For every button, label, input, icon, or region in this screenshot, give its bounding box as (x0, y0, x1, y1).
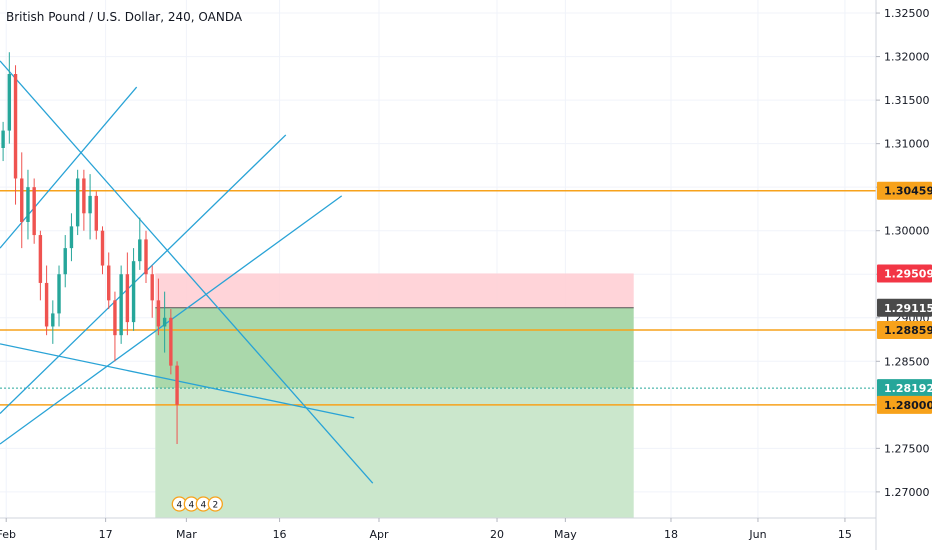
price-label: 1.30459 (877, 181, 932, 200)
x-tick-label: 15 (838, 528, 852, 541)
svg-text:1.30459: 1.30459 (884, 185, 932, 198)
price-label: 1.28859 (877, 321, 932, 340)
stop-zone[interactable] (155, 273, 634, 308)
candle (138, 217, 142, 270)
x-tick-label: 18 (664, 528, 678, 541)
candle (57, 265, 61, 327)
y-tick-label: 1.32000 (884, 51, 930, 64)
trend-line[interactable] (0, 60, 374, 484)
trend-line[interactable] (0, 134, 287, 414)
price-label: 1.29115 (877, 298, 932, 317)
candle (7, 52, 12, 144)
candle (32, 178, 36, 244)
candle (26, 169, 30, 240)
event-marker-label: 2 (212, 501, 218, 511)
x-tick-label: Feb (0, 528, 16, 541)
x-tick-label: Jun (748, 528, 766, 541)
target-zone[interactable] (155, 307, 634, 389)
price-label: 1.28000 (877, 395, 932, 414)
svg-text:1.28859: 1.28859 (884, 324, 932, 337)
horizontal-levels (0, 189, 876, 406)
y-tick-label: 1.27500 (884, 442, 930, 455)
candle (75, 169, 80, 236)
candle (125, 252, 130, 336)
candle (88, 174, 92, 240)
y-tick-label: 1.31000 (884, 138, 930, 151)
x-tick-label: 17 (99, 528, 113, 541)
svg-text:1.29509: 1.29509 (884, 267, 932, 280)
event-marker-label: 4 (188, 501, 194, 511)
y-tick-label: 1.27000 (884, 486, 930, 499)
candle (94, 191, 99, 240)
svg-text:1.29115: 1.29115 (884, 302, 932, 315)
candle (69, 213, 74, 262)
candle (51, 300, 55, 344)
event-marker-label: 4 (200, 501, 206, 511)
x-tick-label: 20 (490, 528, 504, 541)
candle (169, 309, 173, 375)
x-tick-label: 16 (273, 528, 287, 541)
price-label: 1.29509 (877, 264, 932, 283)
candle (63, 235, 67, 288)
candle (100, 226, 105, 275)
x-tick-label: May (554, 528, 577, 541)
price-labels: 1.30459 1.29509 1.29115 1.28859 1.28192 1.280… (877, 181, 932, 414)
event-marker[interactable]: 2 (207, 496, 223, 512)
svg-text:1.28192: 1.28192 (884, 382, 932, 395)
candle (119, 265, 123, 344)
chart-title: British Pound / U.S. Dollar, 240, OANDA (6, 10, 243, 24)
candle (107, 252, 111, 310)
candle (162, 291, 167, 353)
candle (82, 169, 86, 231)
price-label: 1.28192 (877, 379, 932, 398)
candle (38, 230, 43, 301)
event-marker-label: 4 (176, 501, 182, 511)
y-tick-label: 1.32500 (884, 7, 930, 20)
candle (144, 230, 148, 283)
x-axis[interactable]: Feb 17 Mar 16 Apr 20 May 18 Jun 15 (0, 517, 876, 541)
candle (20, 152, 24, 249)
y-tick-label: 1.31500 (884, 94, 930, 107)
x-tick-label: Apr (369, 528, 389, 541)
candle (156, 278, 161, 336)
candle (175, 361, 179, 444)
svg-text:1.28000: 1.28000 (884, 399, 932, 412)
candle (44, 265, 49, 336)
y-tick-label: 1.30000 (884, 225, 930, 238)
candle (1, 121, 5, 162)
y-tick-label: 1.28500 (884, 355, 930, 368)
candles (1, 52, 179, 444)
candle (113, 291, 117, 362)
candle (13, 65, 18, 205)
target-zone-extended[interactable] (155, 388, 634, 518)
candle (131, 248, 136, 331)
x-tick-label: Mar (176, 528, 197, 541)
position-box[interactable] (155, 273, 634, 518)
candle (150, 265, 154, 318)
